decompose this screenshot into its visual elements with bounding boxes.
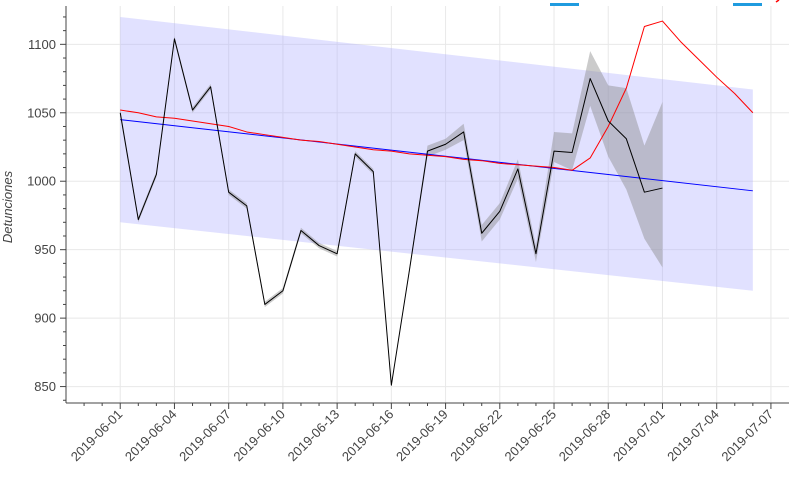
y-tick-label: 1050 (27, 105, 56, 120)
y-tick-label: 1100 (28, 37, 56, 52)
y-axis-title: Detunciones (0, 170, 15, 243)
x-tick-label: 2019-07-01 (610, 407, 668, 465)
y-tick-label: 900 (34, 311, 56, 326)
y-tick-label: 1000 (27, 174, 56, 189)
legend (550, 0, 780, 6)
grid-lines (66, 6, 789, 403)
x-tick-label: 2019-06-04 (122, 407, 180, 465)
x-tick-label: 2019-06-28 (556, 407, 614, 465)
x-tick-label: 2019-07-07 (718, 407, 776, 465)
legend-fragment (775, 0, 780, 3)
observed-line (119, 38, 663, 386)
bands (120, 16, 753, 386)
x-tick-label: 2019-06-22 (447, 407, 505, 465)
x-tick-label: 2019-07-04 (664, 407, 722, 465)
x-tick-label: 2019-06-16 (339, 407, 397, 465)
y-tick-label: 950 (34, 242, 56, 257)
series-lines (119, 20, 754, 386)
x-tick-label: 2019-06-07 (176, 407, 234, 465)
x-tick-label: 2019-06-25 (502, 407, 560, 465)
x-tick-label: 2019-06-10 (230, 407, 288, 465)
prediction-interval-band (120, 16, 753, 291)
x-tick-label: 2019-06-13 (285, 407, 343, 465)
x-tick-label: 2019-06-01 (68, 407, 126, 465)
y-tick-label: 850 (34, 379, 56, 394)
x-tick-label: 2019-06-19 (393, 407, 451, 465)
trend-line (120, 119, 753, 192)
prediction-line (120, 20, 754, 171)
